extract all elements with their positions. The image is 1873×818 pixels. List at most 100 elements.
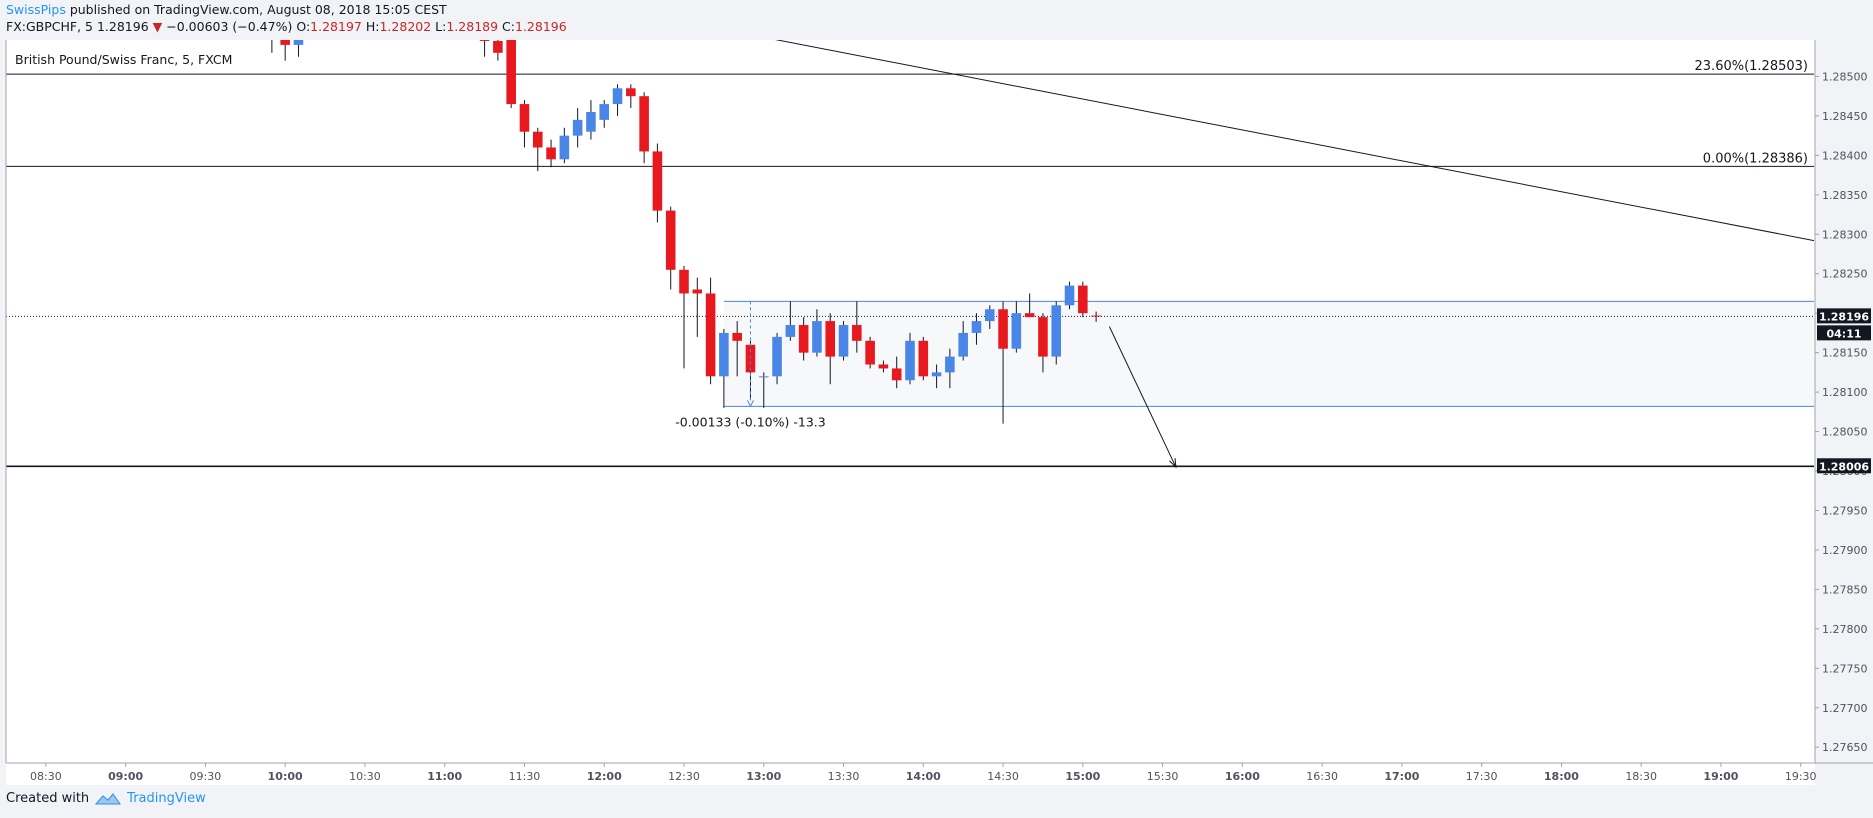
measure-label: -0.00133 (-0.10%) -13.3 xyxy=(675,414,825,429)
x-tick-label: 09:30 xyxy=(190,770,222,783)
x-tick-label: 10:30 xyxy=(349,770,381,783)
candle-body xyxy=(705,293,716,377)
x-tick-label: 14:00 xyxy=(906,770,941,783)
y-tick-label: 1.28100 xyxy=(1822,386,1868,399)
price-chart[interactable]: -0.00133 (-0.10%) -13.3 23.60%(1.28503) 0.… xyxy=(0,0,1873,785)
candle-body xyxy=(1024,313,1035,318)
candle-body xyxy=(479,40,490,41)
candle-body xyxy=(772,336,782,377)
candle-body xyxy=(998,309,1008,349)
x-tick-label: 19:00 xyxy=(1703,770,1738,783)
candle-body xyxy=(612,88,623,105)
last-price-label-bg xyxy=(1817,308,1871,324)
x-tick-label: 12:30 xyxy=(668,770,700,783)
x-tick-label: 18:30 xyxy=(1625,770,1657,783)
candle-body xyxy=(626,88,636,97)
y-tick-label: 1.28050 xyxy=(1822,426,1868,439)
range-box xyxy=(723,301,1814,407)
candle-body xyxy=(745,344,756,373)
candle-body xyxy=(891,368,902,381)
candle-body xyxy=(586,111,596,132)
x-tick-label: 10:00 xyxy=(268,770,303,783)
y-tick-label: 1.27900 xyxy=(1822,544,1868,557)
symbol-label: FX:GBPCHF, 5 xyxy=(6,19,93,34)
bar-countdown-label: 04:11 xyxy=(1826,327,1861,340)
candle-body xyxy=(546,147,556,160)
y-tick-label: 1.28400 xyxy=(1822,149,1868,162)
bar-countdown-label-bg xyxy=(1817,325,1871,341)
candle-body xyxy=(506,40,516,105)
close-value: 1.28196 xyxy=(515,19,567,34)
candle-body xyxy=(692,289,703,294)
footer: Created with TradingView xyxy=(6,791,206,806)
candle-body xyxy=(758,376,769,378)
projection-arrow-line xyxy=(1108,326,1177,468)
last-price-label: 1.28196 xyxy=(1819,310,1869,323)
y-tick-label: 1.28350 xyxy=(1822,189,1868,202)
candle-body xyxy=(878,364,889,369)
x-tick-label: 16:30 xyxy=(1306,770,1338,783)
candle-body xyxy=(865,340,875,365)
candle-body xyxy=(532,131,543,148)
candle-body xyxy=(838,325,849,357)
y-tick-label: 1.28150 xyxy=(1822,347,1868,360)
candle-body xyxy=(1064,285,1075,306)
open-label: O: xyxy=(296,19,311,34)
candle-body xyxy=(267,29,277,33)
x-tick-label: 19:30 xyxy=(1785,770,1817,783)
x-tick-label: 15:00 xyxy=(1065,770,1100,783)
candle-body xyxy=(639,96,649,152)
x-tick-label: 08:30 xyxy=(30,770,62,783)
candle-body xyxy=(719,332,729,377)
x-tick-label: 09:00 xyxy=(108,770,143,783)
candle-body xyxy=(493,40,503,53)
candle-body xyxy=(798,325,809,353)
y-tick-label: 1.27750 xyxy=(1822,662,1868,675)
x-tick-label: 11:00 xyxy=(427,770,462,783)
fib-level-label: 0.00%(1.28386) xyxy=(1703,151,1808,166)
x-tick-label: 13:00 xyxy=(746,770,781,783)
candle-body xyxy=(1091,315,1101,317)
high-label: H: xyxy=(365,19,380,34)
x-tick-label: 16:00 xyxy=(1225,770,1260,783)
support-price-label: 1.28006 xyxy=(1819,460,1869,473)
close-label: C: xyxy=(502,19,515,34)
publish-header: SwissPips published on TradingView.com, … xyxy=(6,2,447,18)
y-tick-label: 1.27950 xyxy=(1822,504,1868,517)
candle-body xyxy=(984,309,995,322)
candle-body xyxy=(905,340,915,381)
measure-arrowhead xyxy=(747,400,754,408)
tradingview-logo-icon xyxy=(95,792,122,804)
tradingview-link[interactable]: TradingView xyxy=(127,791,206,806)
candle-body xyxy=(825,321,836,357)
author-link[interactable]: SwissPips xyxy=(6,2,66,17)
x-tick-label: 13:30 xyxy=(828,770,860,783)
candle-body xyxy=(918,340,929,377)
high-value: 1.28202 xyxy=(379,19,432,34)
candle-body xyxy=(1078,285,1088,314)
x-tick-label: 14:30 xyxy=(987,770,1019,783)
trend-line xyxy=(775,40,1814,242)
candle-body xyxy=(280,40,290,45)
candle-body xyxy=(1038,317,1048,357)
candle-body xyxy=(945,356,955,373)
candle-body xyxy=(467,25,477,29)
created-with-label: Created with xyxy=(6,791,90,806)
candle-body xyxy=(559,135,570,160)
x-tick-label: 12:00 xyxy=(587,770,622,783)
candle-body xyxy=(652,151,663,211)
candle-body xyxy=(971,321,982,333)
x-tick-label: 15:30 xyxy=(1147,770,1179,783)
symbol-ohlc-bar: FX:GBPCHF, 5 1.28196 ▼ −0.00603 (−0.47%)… xyxy=(6,19,567,35)
plot-area: -0.00133 (-0.10%) -13.3 23.60%(1.28503) 0.… xyxy=(6,25,1814,469)
y-tick-label: 1.28250 xyxy=(1822,268,1868,281)
x-tick-label: 17:30 xyxy=(1466,770,1498,783)
candle-body xyxy=(665,210,676,270)
y-tick-label: 1.28500 xyxy=(1822,70,1868,83)
y-tick-label: 1.27700 xyxy=(1822,702,1868,715)
candle-body xyxy=(785,325,796,337)
y-tick-label: 1.27650 xyxy=(1822,741,1868,754)
chart-pane xyxy=(6,40,1815,785)
candle-body xyxy=(572,119,583,136)
candle-body xyxy=(812,321,822,353)
